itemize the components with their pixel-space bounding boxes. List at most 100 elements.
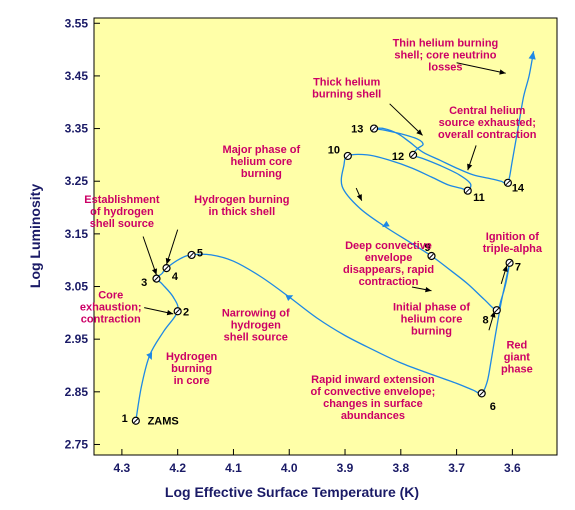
point-label-8: 8 [483, 315, 489, 327]
annotation-line: Initial phase of [393, 302, 470, 314]
annotation-line: Core [98, 290, 123, 302]
annotation-line: Rapid inward extension [311, 374, 435, 386]
annotation-line: Narrowing of [222, 308, 290, 320]
annotation-line: losses [428, 61, 462, 73]
annotation-line: source exhausted; [439, 117, 536, 129]
point-hatch [505, 180, 511, 186]
annotation-line: Deep convective [345, 240, 432, 252]
y-axis-ticks: 2.75 2.85 2.95 3.05 3.15 3.25 3.35 3.45 3.55 [65, 16, 100, 451]
point-label-1: 1 [122, 413, 128, 425]
track-point-3 [152, 274, 161, 283]
point-hatch [507, 260, 512, 266]
y-tick-label: 3.45 [65, 69, 89, 83]
track-point-8 [492, 306, 501, 315]
annotation-5: Hydrogen burning in thick shell [194, 194, 289, 218]
point-label-7: 7 [515, 262, 521, 274]
annotation-line: Thick helium [313, 76, 380, 88]
x-tick-label: 3.9 [337, 461, 354, 475]
annotation-12: Hydrogen burning in core [166, 351, 218, 387]
track-point-1 [131, 416, 140, 425]
x-axis-ticks: 4.3 4.2 4.1 4.0 3.9 3.8 3.7 3.6 [114, 449, 521, 475]
point-label-3: 3 [141, 277, 147, 289]
annotation-line: burning [411, 326, 452, 338]
annotation-10: Narrowing of hydrogen shell source [222, 308, 290, 344]
annotation-line: burning [241, 168, 282, 180]
track-point-9 [427, 251, 436, 261]
annotation-line: abundances [341, 410, 405, 422]
annotation-line: triple-alpha [483, 243, 543, 255]
annotation-line: of hydrogen [90, 206, 154, 218]
point-hatch [371, 126, 377, 131]
annotation-line: giant [504, 352, 531, 364]
track-direction-arrowhead [146, 352, 153, 360]
track-point-5 [187, 250, 196, 260]
point-label-4: 4 [172, 271, 179, 283]
annotations: Thin helium burning shell; core neutrino l… [80, 37, 543, 421]
track-point-6 [477, 389, 486, 398]
track-point-13 [369, 124, 379, 133]
point-label-2: 2 [183, 306, 189, 318]
point-hatch [133, 418, 139, 424]
annotation-arrow [142, 236, 157, 276]
point-label-5: 5 [197, 247, 203, 259]
annotation-arrowhead [425, 286, 432, 293]
point-label-12: 12 [392, 151, 404, 163]
annotation-arrows [142, 62, 508, 331]
annotation-line: overall contraction [438, 129, 537, 141]
y-tick-label: 3.05 [65, 280, 89, 294]
annotation-line: envelope [365, 252, 413, 264]
annotation-4: Establishment of hydrogen shell source [84, 194, 160, 230]
point-hatch [164, 265, 169, 271]
track-point-12 [408, 150, 418, 159]
annotation-arrowhead [467, 163, 473, 171]
y-tick-label: 2.85 [65, 385, 89, 399]
point-hatch [465, 188, 471, 194]
point-hatch [494, 307, 500, 313]
track-point-7 [505, 258, 514, 267]
annotation-arrowhead [166, 309, 174, 316]
annotation-line: Red [506, 340, 527, 352]
y-tick-label: 3.35 [65, 122, 89, 136]
annotation-arrowhead [502, 265, 508, 272]
annotation-line: Establishment [84, 194, 160, 206]
annotation-line: shell; core neutrino [394, 49, 496, 61]
point-hatch [175, 308, 181, 314]
point-label-10: 10 [328, 145, 340, 157]
annotation-arrowhead [416, 129, 423, 136]
annotation-arrowhead [356, 194, 362, 201]
annotation-line: Hydrogen [166, 351, 218, 363]
x-tick-label: 3.7 [448, 461, 465, 475]
annotation-11: Red giant phase [501, 340, 533, 376]
annotation-line: Major phase of [223, 144, 301, 156]
annotation-arrowhead [499, 69, 506, 75]
y-axis-title: Log Luminosity [27, 184, 43, 288]
x-tick-label: 4.0 [281, 461, 298, 475]
annotation-line: hydrogen [231, 320, 281, 332]
point-hatch [154, 276, 159, 281]
x-tick-label: 4.2 [169, 461, 186, 475]
point-hatch [345, 153, 351, 159]
y-tick-label: 2.75 [65, 437, 89, 451]
annotation-line: helium core [230, 156, 292, 168]
annotation-line: Hydrogen burning [194, 194, 289, 206]
annotation-line: phase [501, 364, 533, 376]
annotation-line: changes in surface [323, 398, 423, 410]
annotation-line: burning [171, 363, 212, 375]
annotation-arrow [456, 62, 506, 74]
annotation-arrow [389, 103, 423, 136]
annotation-line: exhaustion; [80, 302, 142, 314]
annotation-line: Ignition of [486, 231, 539, 243]
point-label-6: 6 [490, 401, 496, 413]
point-label-13: 13 [351, 124, 363, 136]
annotation-arrowhead [165, 257, 171, 265]
y-tick-label: 2.95 [65, 332, 89, 346]
point-hatch [189, 252, 194, 258]
x-tick-label: 4.3 [114, 461, 131, 475]
annotation-arrow [166, 229, 179, 265]
annotation-line: contraction [81, 314, 141, 326]
annotation-line: shell source [90, 218, 154, 230]
x-axis-title: Log Effective Surface Temperature (K) [165, 484, 419, 500]
annotation-1: Thick helium burning shell [312, 76, 381, 100]
annotation-line: in core [174, 375, 210, 387]
